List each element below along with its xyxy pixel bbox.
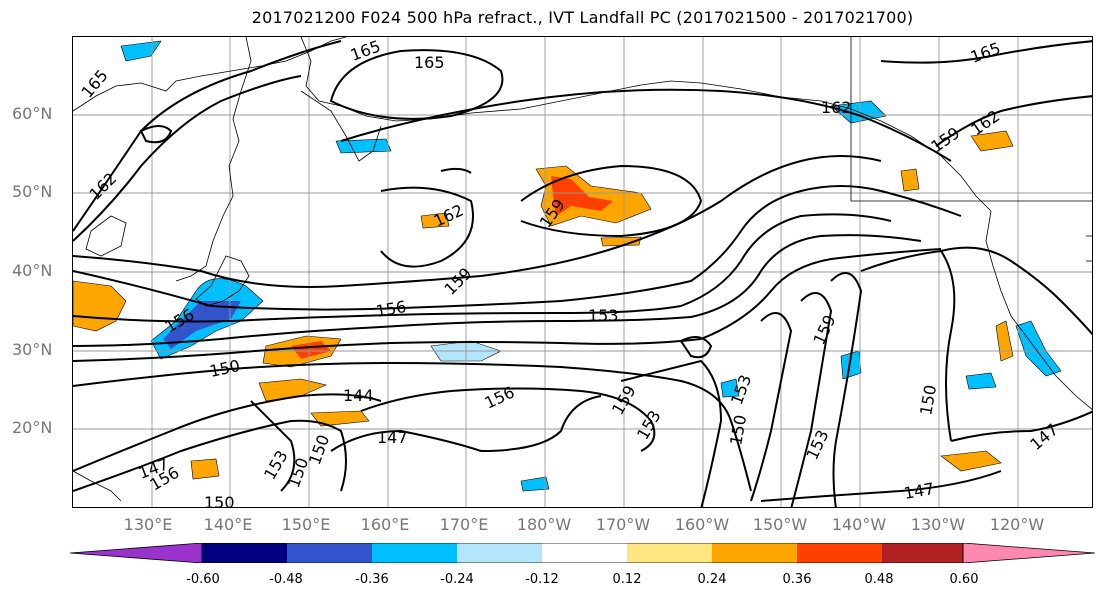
- lon-label-150e: 150°E: [281, 515, 331, 534]
- colorbar-segment: [372, 543, 457, 563]
- positive-anomaly-patch: [970, 130, 1014, 152]
- negative-anomaly-patch: [840, 350, 862, 380]
- colorbar: [70, 543, 1095, 563]
- negative-anomaly-patch: [1015, 320, 1062, 377]
- contour-label: 150: [726, 413, 750, 446]
- lat-label-50n: 50°N: [12, 182, 53, 201]
- colorbar-segment: [882, 543, 963, 563]
- positive-anomaly-patch: [995, 320, 1014, 362]
- height-contours: [73, 40, 1092, 507]
- contour-label: 153: [588, 306, 619, 325]
- contour-label: 156: [482, 382, 518, 412]
- contour-label: 162: [821, 98, 852, 117]
- contour-label: 159: [608, 382, 640, 418]
- positive-anomaly-patch: [551, 176, 613, 216]
- contour-label: 147: [902, 479, 935, 503]
- colorbar-extend-max: [962, 543, 1095, 563]
- colorbar-extend-min: [70, 543, 203, 563]
- negative-anomaly-patch: [335, 138, 392, 154]
- negative-anomaly-patch: [965, 372, 997, 390]
- colorbar-tick-label: -0.24: [440, 572, 474, 587]
- colorbar-outline: [201, 543, 964, 563]
- contour-label: 153: [633, 407, 665, 443]
- negative-anomaly-patch: [520, 476, 550, 492]
- lat-label-40n: 40°N: [12, 261, 53, 280]
- lon-label-130w: 130°W: [910, 515, 966, 534]
- contour-label: 153: [802, 427, 832, 463]
- negative-anomaly-patch: [720, 378, 740, 398]
- contour-label: 165: [414, 53, 445, 72]
- lat-label-60n: 60°N: [12, 104, 53, 123]
- contour-label: 165: [968, 38, 1003, 66]
- contour-label: 156: [374, 297, 407, 321]
- colorbar-segment: [797, 543, 882, 563]
- lon-label-130e: 130°E: [123, 515, 173, 534]
- colorbar-tick-label: 0.12: [612, 572, 642, 587]
- lat-label-20n: 20°N: [12, 418, 53, 437]
- colorbar-tick-label: -0.48: [269, 572, 303, 587]
- contour-label: 150: [204, 493, 235, 508]
- colorbar-tick-label: 0.36: [782, 572, 812, 587]
- contour-label: 153: [727, 372, 755, 407]
- colorbar-tick-label: -0.60: [186, 572, 220, 587]
- negative-anomaly-patch: [120, 40, 162, 62]
- lon-label-180w: 180°W: [516, 515, 572, 534]
- lat-label-30n: 30°N: [12, 340, 53, 359]
- positive-anomaly-patch: [600, 236, 642, 247]
- lon-label-120w: 120°W: [989, 515, 1045, 534]
- colorbar-segment: [542, 543, 627, 563]
- colorbar-tick-label: -0.12: [525, 572, 559, 587]
- colorbar-segment: [457, 543, 542, 563]
- lon-label-170w: 170°W: [595, 515, 651, 534]
- contour-label: 150: [916, 383, 940, 416]
- colorbar-segment: [287, 543, 372, 563]
- lon-label-140e: 140°E: [203, 515, 253, 534]
- lon-label-160e: 160°E: [360, 515, 410, 534]
- contour-label: 159: [809, 312, 839, 348]
- positive-anomaly-patch: [73, 280, 127, 332]
- colorbar-segment: [712, 543, 797, 563]
- contour-label: 150: [208, 356, 242, 381]
- contour-label: 144: [343, 386, 374, 405]
- colorbar-tick-label: 0.48: [864, 572, 894, 587]
- lon-label-140w: 140°W: [831, 515, 887, 534]
- lon-label-170e: 170°E: [439, 515, 489, 534]
- lon-label-160w: 160°W: [674, 515, 730, 534]
- contour-label: 147: [377, 428, 408, 447]
- map-panel: 165 165 165 165 162 162 162 162 159 159 …: [72, 36, 1093, 508]
- map-title: 2017021200 F024 500 hPa refract., IVT La…: [251, 8, 914, 27]
- colorbar-tick-label: -0.36: [355, 572, 389, 587]
- positive-anomaly-patch: [900, 168, 920, 192]
- contour-label: 165: [348, 37, 383, 65]
- colorbar-segment: [202, 543, 287, 563]
- colorbar-segment: [627, 543, 712, 563]
- colorbar-tick-label: 0.60: [949, 572, 979, 587]
- colorbar-tick-label: 0.24: [697, 572, 727, 587]
- coastlines: [73, 37, 1092, 502]
- graticule: [73, 37, 1092, 507]
- positive-anomaly-patch: [190, 458, 220, 480]
- negative-anomaly-patch: [163, 301, 241, 349]
- positive-anomaly-patch: [940, 450, 1002, 472]
- contour-label: 165: [78, 66, 112, 102]
- map-svg: 165 165 165 165 162 162 162 162 159 159 …: [73, 37, 1092, 508]
- positive-anomaly-patch: [420, 212, 450, 229]
- contour-label: 159: [440, 264, 475, 299]
- lon-label-150w: 150°W: [752, 515, 808, 534]
